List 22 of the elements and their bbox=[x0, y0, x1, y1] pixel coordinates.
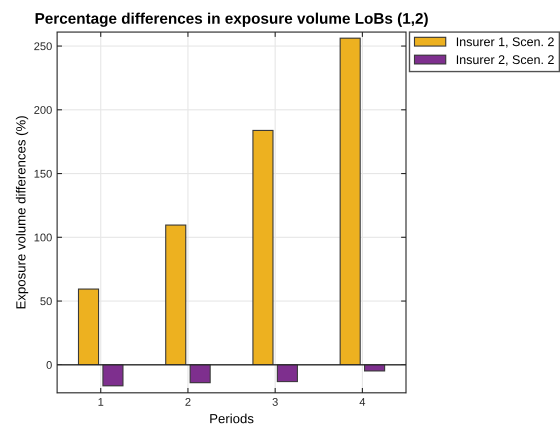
chart-title: Percentage differences in exposure volume LoBs (1,2) bbox=[36, 12, 428, 27]
x-tick-label: 1 bbox=[98, 398, 104, 406]
y-tick-label: 150 bbox=[34, 170, 52, 178]
bar bbox=[276, 364, 298, 382]
y-tick-label: 50 bbox=[40, 297, 52, 306]
y-axis-title: Exposure volume differences (%) bbox=[16, 116, 28, 308]
x-tick-label: 4 bbox=[360, 398, 366, 406]
bar bbox=[102, 364, 124, 386]
bar bbox=[252, 130, 274, 366]
x-axis-title: Periods bbox=[210, 414, 254, 424]
x-tick-label: 2 bbox=[185, 398, 190, 406]
y-tick-label: 250 bbox=[34, 42, 52, 50]
x-tick-label: 3 bbox=[272, 398, 278, 406]
bar bbox=[190, 364, 211, 384]
legend-label: Insurer 1, Scen. 2 bbox=[456, 37, 554, 48]
bar bbox=[165, 224, 186, 366]
bar bbox=[78, 288, 100, 366]
y-tick-label: 0 bbox=[46, 361, 52, 369]
legend-label: Insurer 2, Scen. 2 bbox=[456, 55, 554, 66]
y-tick-label: 200 bbox=[34, 106, 52, 114]
bar bbox=[340, 38, 361, 366]
y-tick-label: 100 bbox=[34, 234, 52, 242]
